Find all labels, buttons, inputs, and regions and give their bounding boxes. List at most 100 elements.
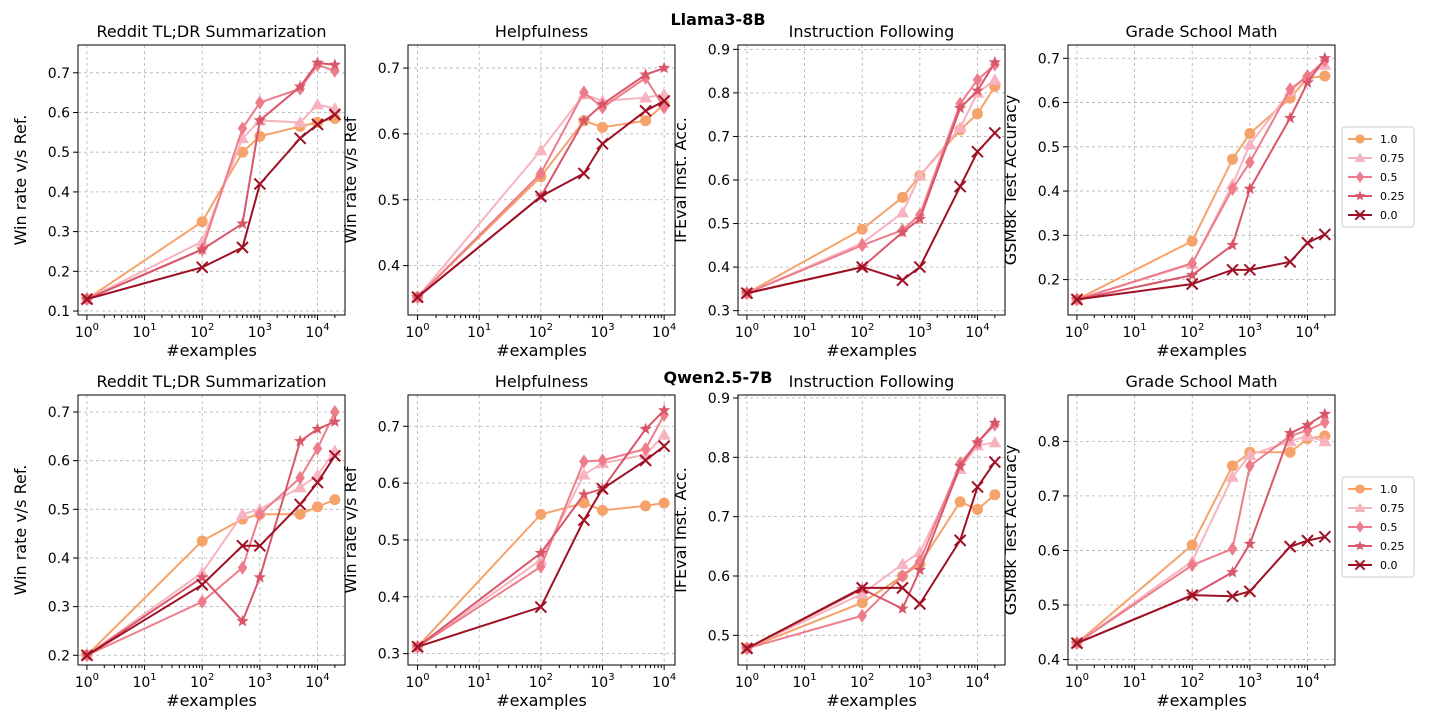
axes-frame bbox=[407, 44, 676, 316]
series-line-1.0 bbox=[1076, 434, 1326, 644]
series-line-0.5 bbox=[416, 76, 665, 298]
series-line-0.0 bbox=[416, 100, 665, 298]
data-point bbox=[579, 85, 589, 100]
data-point bbox=[237, 121, 248, 136]
x-tick-label: 100 bbox=[735, 322, 759, 341]
y-tick-label: 0.9 bbox=[708, 391, 730, 407]
y-tick-label: 0.4 bbox=[378, 259, 400, 275]
data-point bbox=[255, 95, 265, 110]
y-tick-label: 0.4 bbox=[1038, 184, 1060, 200]
x-axis-label: #examples bbox=[826, 341, 917, 360]
data-point bbox=[311, 422, 324, 435]
data-point bbox=[1227, 460, 1239, 472]
data-point bbox=[80, 649, 94, 662]
data-point bbox=[856, 223, 868, 235]
x-tick-label: 103 bbox=[1238, 322, 1262, 341]
data-point bbox=[80, 292, 94, 306]
y-tick-label: 0.8 bbox=[708, 86, 730, 102]
data-point bbox=[236, 241, 249, 254]
data-point bbox=[236, 614, 249, 627]
x-tick-label: 103 bbox=[908, 672, 932, 691]
data-point bbox=[253, 177, 267, 191]
data-point bbox=[913, 212, 927, 225]
x-tick-label: 102 bbox=[1180, 672, 1204, 691]
data-point bbox=[293, 80, 307, 92]
data-point bbox=[953, 534, 967, 547]
data-point bbox=[293, 132, 307, 145]
x-axis-label: #examples bbox=[826, 691, 917, 710]
data-point bbox=[236, 507, 250, 520]
data-point bbox=[1244, 128, 1256, 140]
subplot-5: 100 101 102 103 104 0.2 0.3 0.4 0.5 0.6 0.7 Reddit … bbox=[11, 372, 346, 710]
legend-box bbox=[1341, 476, 1415, 578]
legend-entry-0.25: 0.25 bbox=[1348, 190, 1405, 203]
data-point bbox=[577, 487, 591, 500]
data-point bbox=[953, 180, 967, 193]
data-point bbox=[536, 166, 546, 181]
data-point bbox=[1301, 76, 1314, 88]
data-point bbox=[1186, 277, 1199, 291]
y-axis-label: Win rate v/s Ref. bbox=[11, 115, 30, 246]
data-point bbox=[328, 58, 342, 71]
legend-label: 0.75 bbox=[1380, 152, 1405, 165]
y-tick-label: 0.4 bbox=[48, 185, 70, 201]
data-point bbox=[253, 113, 267, 126]
data-point bbox=[196, 242, 209, 255]
y-tick-label: 0.7 bbox=[708, 129, 730, 145]
data-point bbox=[311, 56, 324, 69]
data-point bbox=[988, 455, 1002, 469]
data-point bbox=[1226, 565, 1239, 578]
x-tick-label: 101 bbox=[1122, 672, 1146, 691]
data-point bbox=[596, 504, 608, 516]
data-point bbox=[640, 442, 651, 456]
data-point bbox=[596, 97, 609, 110]
x-tick-label: 100 bbox=[405, 322, 429, 341]
y-axis-label: GSM8k Test Accuracy bbox=[1001, 95, 1020, 266]
legend-label: 0.0 bbox=[1380, 209, 1398, 222]
data-point bbox=[988, 55, 1002, 68]
data-point bbox=[534, 143, 548, 156]
legend-qwen: 1.0 0.75 0.5 0.25 0.0 bbox=[1341, 476, 1415, 578]
data-point bbox=[639, 454, 652, 467]
x-axis-label: #examples bbox=[166, 691, 257, 710]
data-point bbox=[596, 121, 608, 133]
series-line-1.0 bbox=[86, 117, 336, 300]
y-axis-label: Win rate v/s Ref bbox=[341, 116, 360, 243]
subplot-1: 100 101 102 103 104 0.1 0.2 0.3 0.4 0.5 0.6 0.7 Redd… bbox=[11, 22, 346, 360]
series-0.0 bbox=[740, 126, 1002, 300]
data-point bbox=[897, 191, 909, 203]
subplot-3: 100 101 102 103 104 0.3 0.4 0.5 0.6 0.7 0.8 0.9 Inst… bbox=[671, 22, 1006, 360]
subplot-title: Grade School Math bbox=[1125, 22, 1277, 41]
legend-marker bbox=[1354, 502, 1366, 513]
legend-marker bbox=[1355, 521, 1365, 533]
y-tick-label: 0.6 bbox=[378, 127, 400, 143]
data-point bbox=[1283, 255, 1297, 269]
series-0.0 bbox=[1070, 228, 1332, 306]
subplot-grid: 100 101 102 103 104 0.1 0.2 0.3 0.4 0.5 0.6 0.7 Redd… bbox=[11, 22, 1336, 710]
data-point bbox=[657, 439, 671, 453]
data-point bbox=[855, 587, 869, 599]
data-point bbox=[971, 145, 984, 158]
legend-entry-1.0: 1.0 bbox=[1348, 133, 1398, 146]
y-axis-label: GSM8k Test Accuracy bbox=[1001, 445, 1020, 616]
data-point bbox=[328, 108, 342, 121]
x-tick-label: 104 bbox=[305, 322, 329, 341]
y-tick-label: 0.4 bbox=[48, 551, 70, 567]
data-point bbox=[988, 416, 1002, 429]
data-point bbox=[536, 559, 546, 574]
y-tick-label: 0.3 bbox=[48, 600, 70, 616]
series-0.25 bbox=[80, 56, 342, 305]
x-tick-label: 102 bbox=[850, 322, 874, 341]
subplot-title: Reddit TL;DR Summarization bbox=[96, 372, 326, 391]
legend-entry-0.0: 0.0 bbox=[1348, 209, 1398, 222]
data-point bbox=[658, 497, 670, 509]
subplot-6: 100 101 102 103 104 0.3 0.4 0.5 0.6 0.7 Helpfulnes… bbox=[341, 372, 676, 710]
data-point bbox=[953, 459, 967, 472]
y-axis-label: IFEval Inst. Acc. bbox=[671, 467, 690, 593]
data-point bbox=[534, 600, 548, 614]
legend-label: 0.25 bbox=[1380, 540, 1405, 553]
y-tick-label: 0.7 bbox=[48, 66, 70, 82]
series-line-0.25 bbox=[746, 422, 996, 650]
legend-marker bbox=[1354, 559, 1366, 571]
